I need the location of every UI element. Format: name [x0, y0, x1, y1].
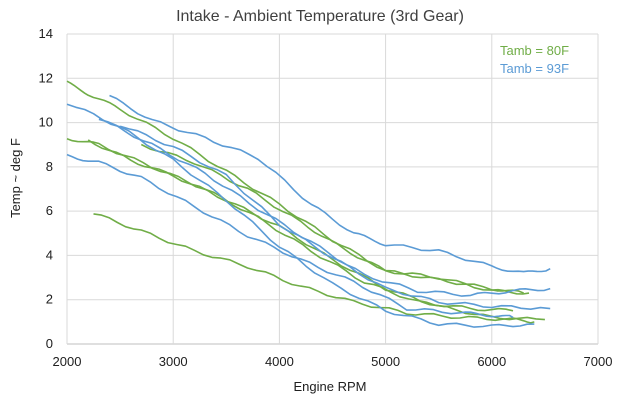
y-tick-label: 12	[39, 70, 53, 85]
x-tick-label: 4000	[265, 354, 294, 369]
series-line	[66, 153, 514, 319]
y-tick-label: 2	[46, 292, 53, 307]
gridlines	[66, 33, 599, 345]
series-line	[66, 103, 535, 328]
x-tick-label: 2000	[53, 354, 82, 369]
series-line	[66, 138, 514, 312]
x-tick-label: 6000	[477, 354, 506, 369]
y-tick-label: 14	[39, 26, 53, 41]
y-tick-label: 10	[39, 115, 53, 130]
series-line	[140, 143, 530, 295]
series-lines	[66, 80, 551, 328]
x-tick-label: 7000	[584, 354, 613, 369]
legend-entry: Tamb = 93F	[500, 61, 569, 76]
x-axis-label: Engine RPM	[294, 379, 367, 394]
y-axis-label: Temp ~ deg F	[8, 138, 23, 218]
x-tick-label: 5000	[371, 354, 400, 369]
legend: Tamb = 80F Tamb = 93F	[500, 43, 569, 76]
series-line	[87, 139, 545, 321]
y-tick-label: 0	[46, 336, 53, 351]
y-tick-label: 6	[46, 203, 53, 218]
chart-title: Intake - Ambient Temperature (3rd Gear)	[176, 8, 464, 25]
legend-entry: Tamb = 80F	[500, 43, 569, 58]
series-line	[119, 125, 551, 310]
series-line	[66, 80, 525, 294]
series-line	[93, 213, 535, 324]
y-tick-label: 4	[46, 247, 53, 262]
y-tick-label: 8	[46, 159, 53, 174]
x-tick-label: 3000	[159, 354, 188, 369]
tick-labels: 0 2 4 6 8 10 12 14 2000 3000 4000 5000 6000 7000	[39, 26, 613, 369]
series-line	[109, 94, 551, 273]
